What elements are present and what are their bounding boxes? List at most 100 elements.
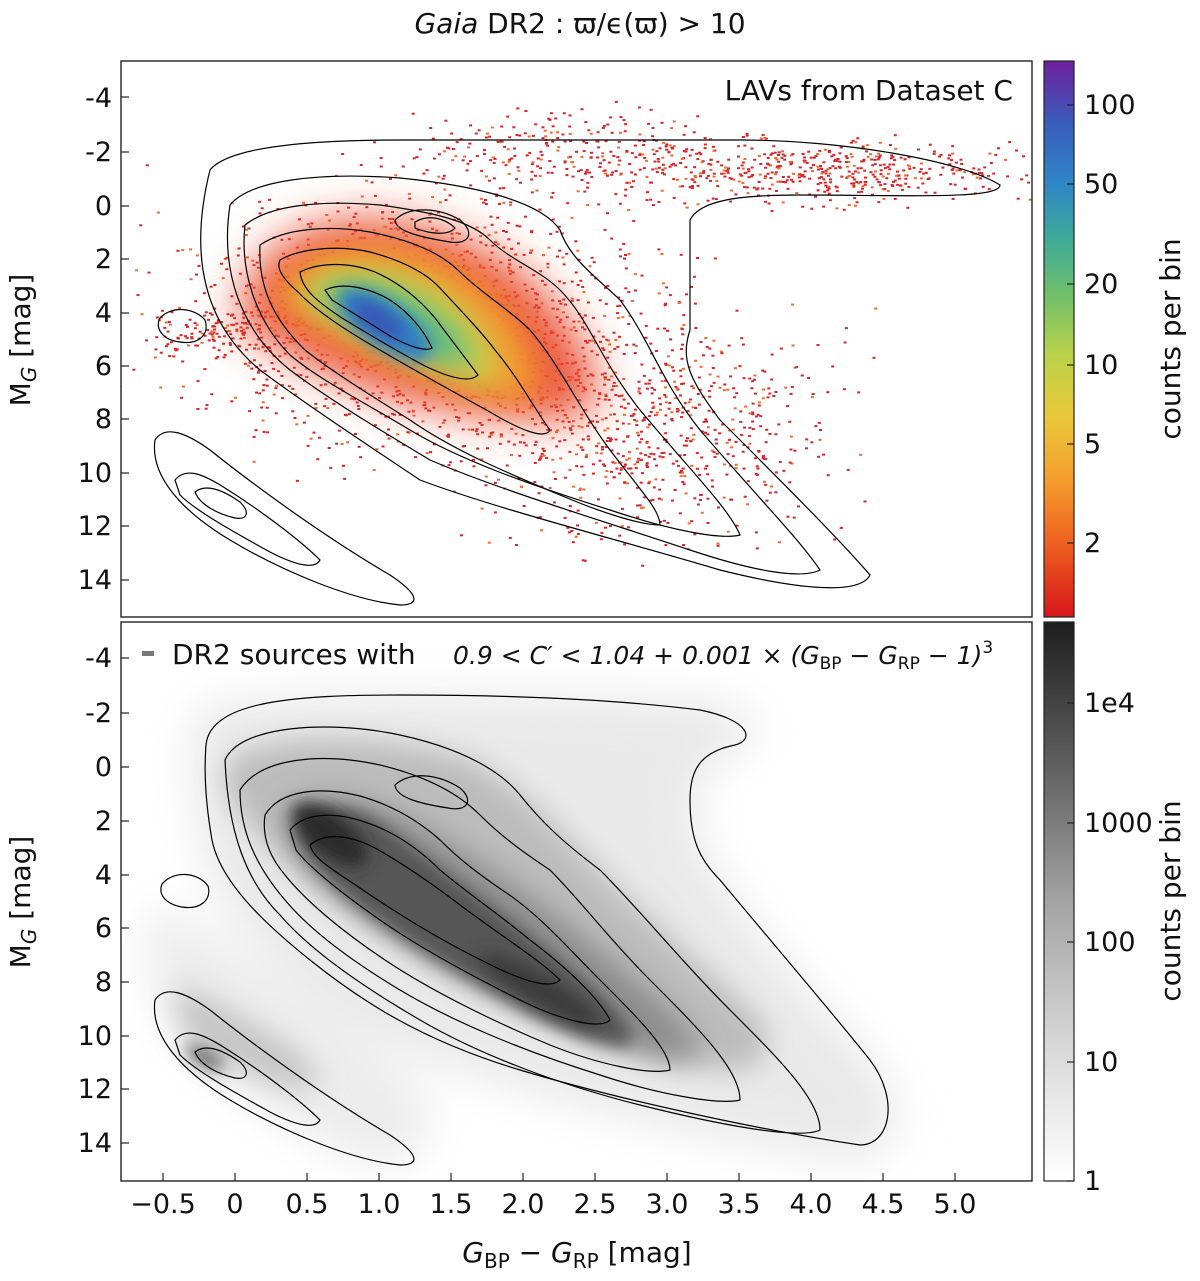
scatter-point — [740, 164, 744, 167]
scatter-point — [597, 397, 601, 400]
scatter-point — [693, 497, 697, 500]
scatter-point — [556, 137, 560, 140]
scatter-point — [637, 390, 641, 393]
scatter-point — [649, 452, 653, 455]
scatter-point — [485, 132, 489, 135]
scatter-point — [489, 432, 493, 434]
scatter-point — [491, 156, 495, 159]
bottom-panel: -4 -2 0 2 4 6 8 10 12 14 −0.5 0 0.5 1.0 … — [4, 621, 1187, 1273]
scatter-point — [751, 420, 755, 423]
scatter-point — [706, 497, 710, 500]
scatter-point — [707, 162, 711, 165]
scatter-point — [770, 171, 774, 174]
scatter-point — [766, 396, 770, 399]
scatter-point — [725, 473, 729, 476]
scatter-point — [202, 292, 206, 295]
scatter-point — [437, 175, 441, 178]
scatter-point — [919, 168, 923, 171]
scatter-point — [792, 516, 796, 519]
scatter-point — [391, 218, 395, 220]
scatter-point — [499, 435, 503, 438]
scatter-point — [665, 286, 669, 289]
scatter-point — [743, 186, 746, 189]
scatter-point — [734, 440, 738, 443]
scatter-point — [623, 465, 626, 468]
scatter-point — [195, 273, 198, 276]
scatter-point — [733, 396, 737, 399]
scatter-point — [616, 452, 620, 455]
scatter-point — [250, 367, 254, 370]
scatter-point — [590, 175, 594, 178]
scatter-point — [792, 172, 795, 175]
scatter-point — [625, 458, 629, 461]
scatter-point — [220, 321, 223, 324]
scatter-point — [197, 264, 201, 267]
scatter-point — [718, 386, 722, 389]
scatter-point — [646, 426, 650, 429]
scatter-point — [1016, 197, 1020, 200]
scatter-point — [822, 178, 826, 181]
scatter-point — [432, 443, 436, 446]
scatter-point — [207, 339, 211, 342]
scatter-point — [658, 455, 662, 458]
scatter-point — [457, 416, 461, 419]
scatter-point — [244, 228, 248, 231]
scatter-point — [667, 407, 671, 410]
scatter-point — [613, 462, 617, 465]
scatter-point — [883, 188, 887, 191]
scatter-point — [490, 251, 494, 254]
bottom-colorbar-label: counts per bin — [1154, 800, 1187, 1001]
scatter-point — [489, 159, 493, 162]
scatter-point — [624, 254, 627, 256]
x-tick-label: 0 — [226, 1189, 243, 1220]
scatter-point — [508, 158, 512, 161]
scatter-point — [373, 141, 376, 144]
scatter-point — [656, 447, 660, 450]
scatter-point — [612, 154, 616, 157]
scatter-point — [586, 435, 590, 438]
scatter-point — [657, 160, 661, 163]
scatter-point — [548, 118, 552, 121]
scatter-point — [756, 413, 760, 416]
scatter-point — [551, 218, 555, 221]
scatter-point — [268, 198, 271, 201]
scatter-point — [614, 338, 618, 341]
scatter-point — [847, 170, 851, 173]
scatter-point — [688, 154, 692, 157]
scatter-point — [822, 205, 826, 208]
scatter-point — [532, 274, 536, 277]
scatter-point — [767, 202, 771, 205]
scatter-point — [627, 209, 631, 211]
scatter-point — [643, 157, 647, 159]
scatter-point — [709, 163, 713, 166]
scatter-point — [533, 443, 537, 446]
scatter-point — [619, 467, 623, 469]
scatter-point — [827, 185, 831, 188]
scatter-point — [166, 330, 170, 333]
scatter-point — [496, 216, 500, 219]
x-tick-label: −0.5 — [130, 1189, 196, 1220]
scatter-point — [963, 171, 967, 174]
scatter-point — [1022, 155, 1025, 158]
scatter-point — [723, 175, 727, 178]
scatter-point — [690, 385, 694, 388]
scatter-point — [604, 445, 608, 448]
scatter-point — [811, 170, 815, 173]
scatter-point — [604, 395, 608, 398]
scatter-point — [373, 194, 377, 197]
scatter-point — [837, 165, 841, 168]
scatter-point — [714, 442, 718, 445]
scatter-point — [661, 156, 665, 159]
scatter-point — [173, 347, 177, 350]
scatter-point — [506, 148, 510, 151]
scatter-point — [228, 342, 232, 345]
scatter-point — [233, 396, 237, 399]
scatter-point — [703, 147, 707, 150]
scatter-point — [418, 148, 422, 151]
scatter-point — [701, 171, 705, 174]
scatter-point — [633, 289, 637, 292]
scatter-point — [819, 181, 823, 184]
scatter-point — [648, 480, 651, 483]
scatter-point — [690, 520, 694, 523]
bottom-colorbar-gradient — [1043, 621, 1075, 1182]
